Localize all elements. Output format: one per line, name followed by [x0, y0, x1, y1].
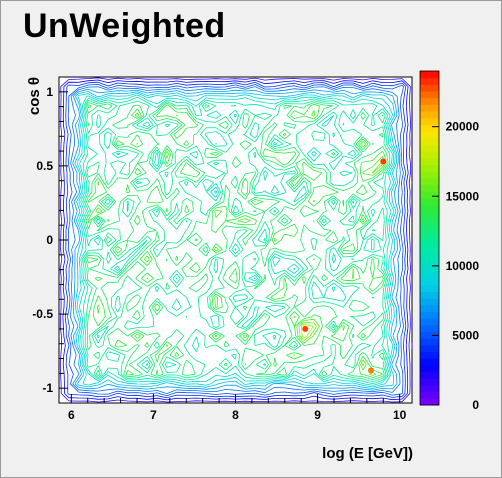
- colorbar-band: [420, 144, 439, 152]
- colorbar-band: [420, 398, 439, 406]
- colorbar-band: [420, 351, 439, 359]
- colorbar-band: [420, 238, 439, 246]
- contour-level-5000: [67, 84, 404, 397]
- y-tick-label: -0.5: [32, 307, 53, 321]
- colorbar-band: [420, 77, 439, 85]
- contour-lines: [58, 76, 413, 403]
- x-axis-label: log (E [GeV]): [322, 445, 413, 462]
- colorbar-band: [420, 71, 439, 79]
- colorbar-band: [420, 371, 439, 379]
- colorbar-band: [420, 151, 439, 159]
- colorbar-band: [420, 224, 439, 232]
- colorbar-band: [420, 284, 439, 292]
- colorbar-band: [420, 124, 439, 132]
- contour-level-3000: [62, 79, 409, 401]
- colorbar-band: [420, 171, 439, 179]
- colorbar-band: [420, 338, 439, 346]
- colorbar-band: [420, 251, 439, 259]
- y-tick-label: 1: [46, 85, 53, 99]
- colorbar-band: [420, 244, 439, 252]
- colorbar-band: [420, 258, 439, 266]
- colorbar-band: [420, 117, 439, 125]
- colorbar-band: [420, 358, 439, 366]
- colorbar-band: [420, 217, 439, 226]
- x-tick-label: 9: [314, 408, 321, 422]
- x-tick-label: 10: [393, 408, 407, 422]
- colorbar-tick-label: 0: [472, 398, 479, 412]
- colorbar-tick-label: 10000: [446, 259, 480, 273]
- x-tick-label: 7: [150, 408, 157, 422]
- colorbar-band: [420, 271, 439, 279]
- colorbar-band: [420, 204, 439, 212]
- colorbar-band: [420, 364, 439, 373]
- colorbar-band: [420, 231, 439, 239]
- x-tick-label: 6: [68, 408, 75, 422]
- colorbar-tick-label: 20000: [446, 120, 480, 134]
- colorbar-band: [420, 104, 439, 112]
- y-axis-label: cos θ: [26, 77, 43, 115]
- contour-level-16000: [97, 143, 384, 367]
- hotspot-point-2: [367, 367, 374, 374]
- colorbar-band: [420, 298, 439, 306]
- chart-title: UnWeighted: [23, 7, 226, 45]
- colorbar-band: [420, 344, 439, 353]
- contour-level-6000: [70, 86, 401, 395]
- colorbar-band: [420, 184, 439, 192]
- colorbar-band: [420, 97, 439, 105]
- contour-level-14000: [86, 104, 387, 378]
- contour-level-10000: [78, 94, 395, 386]
- hotspot-point-0: [380, 158, 387, 165]
- x-axis: 6 7 8 9 10: [68, 394, 407, 422]
- hotspot-point-1: [302, 325, 309, 332]
- colorbar-tick-label: 5000: [452, 328, 479, 342]
- contour-level-12000: [83, 100, 391, 383]
- colorbar-band: [420, 331, 439, 339]
- y-tick-label: 0.5: [36, 159, 53, 173]
- contour-level-1000: [58, 76, 413, 350]
- colorbar-band: [420, 131, 439, 139]
- colorbar-band: [420, 157, 439, 166]
- y-tick-label: -1: [42, 381, 53, 395]
- colorbar-band: [420, 91, 439, 99]
- colorbar-band: [420, 391, 439, 399]
- contour-level-11000: [81, 96, 393, 385]
- colorbar-band: [420, 177, 439, 186]
- plot-frame: [58, 76, 413, 404]
- colorbar-tick-label: 15000: [446, 189, 480, 203]
- colorbar-band: [420, 84, 439, 92]
- colorbar-band: [420, 264, 439, 272]
- colorbar-band: [420, 378, 439, 386]
- y-axis: -1 -0.5 0 0.5 1: [32, 85, 68, 395]
- contour-level-13000: [85, 102, 389, 380]
- contour-level-9000: [76, 92, 396, 388]
- colorbar-band: [420, 211, 439, 219]
- colorbar-band: [420, 197, 439, 206]
- colorbar-band: [420, 384, 439, 393]
- colorbar-band: [420, 311, 439, 319]
- y-tick-label: 0: [46, 233, 53, 247]
- colorbar-band: [420, 318, 439, 326]
- hotspot-markers: [302, 158, 387, 374]
- colorbar-band: [420, 304, 439, 312]
- colorbar-band: [420, 164, 439, 172]
- colorbar-band: [420, 191, 439, 199]
- contour-level-15000: [95, 110, 386, 376]
- contour-level-7000: [72, 88, 399, 391]
- colorbar-band: [420, 278, 439, 286]
- colorbar-band: [420, 111, 439, 119]
- contour-level-8000: [74, 91, 398, 389]
- colorbar-band: [420, 324, 439, 333]
- x-tick-label: 8: [232, 408, 239, 422]
- colorbar-band: [420, 291, 439, 299]
- colorbar-frame: [419, 70, 440, 406]
- colorbar: 0 5000 10000 15000 20000: [419, 70, 480, 412]
- colorbar-band: [420, 137, 439, 145]
- contour-level-17000: [301, 323, 314, 339]
